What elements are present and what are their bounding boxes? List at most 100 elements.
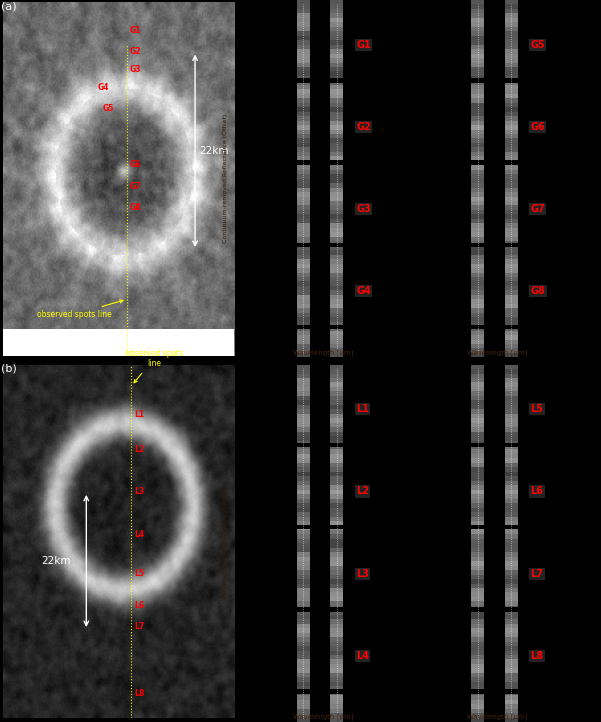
Bar — [505, 353, 517, 357]
Bar — [297, 458, 310, 463]
Bar — [505, 490, 517, 494]
Bar — [505, 339, 517, 344]
Bar — [297, 557, 310, 561]
Text: L4: L4 — [356, 651, 369, 661]
Bar — [297, 152, 310, 157]
Bar — [297, 331, 310, 335]
Bar — [331, 543, 343, 548]
Bar — [471, 526, 484, 530]
Bar — [297, 322, 310, 326]
Bar — [297, 277, 310, 282]
Bar — [331, 588, 343, 593]
Bar — [505, 325, 517, 329]
Bar — [505, 651, 517, 655]
Bar — [297, 53, 310, 58]
Bar — [331, 628, 343, 632]
Text: (a): (a) — [1, 1, 17, 12]
Bar — [331, 264, 343, 268]
Bar — [297, 201, 310, 206]
Bar — [297, 335, 310, 339]
Bar — [331, 565, 343, 570]
Bar — [331, 579, 343, 583]
Bar — [471, 331, 484, 335]
Bar — [297, 610, 310, 615]
Bar — [505, 40, 517, 45]
Text: G4: G4 — [356, 286, 371, 296]
Bar — [505, 450, 517, 454]
Bar — [297, 718, 310, 722]
Bar — [331, 78, 343, 82]
Bar — [471, 14, 484, 18]
Bar — [471, 94, 484, 98]
Bar — [331, 286, 343, 290]
Bar — [505, 94, 517, 98]
Text: G4: G4 — [98, 82, 109, 92]
Bar — [505, 690, 517, 694]
Bar — [331, 14, 343, 18]
Bar — [505, 499, 517, 503]
Bar — [331, 232, 343, 237]
Bar — [297, 414, 310, 418]
Bar — [505, 35, 517, 40]
Bar — [505, 655, 517, 659]
Bar — [297, 405, 310, 409]
Bar — [505, 147, 517, 152]
Bar — [505, 593, 517, 597]
Bar — [505, 183, 517, 188]
Bar — [331, 219, 343, 223]
Text: Band-removed Reflectance (Offset): Band-removed Reflectance (Offset) — [224, 488, 228, 599]
Bar — [331, 31, 343, 35]
Bar — [331, 53, 343, 58]
Bar — [471, 718, 484, 722]
Bar — [331, 147, 343, 152]
Bar — [331, 659, 343, 664]
Bar — [297, 45, 310, 49]
Bar — [297, 383, 310, 387]
Bar — [297, 418, 310, 422]
Bar — [471, 188, 484, 192]
Bar — [471, 58, 484, 63]
Bar — [331, 245, 343, 251]
Bar — [331, 259, 343, 264]
Bar — [505, 161, 517, 165]
Bar — [297, 472, 310, 477]
Bar — [331, 300, 343, 304]
Text: Continuum-removed Reflectance (Offset): Continuum-removed Reflectance (Offset) — [224, 114, 228, 243]
Bar — [505, 174, 517, 178]
Bar — [297, 4, 310, 9]
Bar — [331, 272, 343, 277]
Bar — [297, 669, 310, 673]
Bar — [297, 682, 310, 686]
Bar — [297, 503, 310, 508]
Bar — [505, 78, 517, 82]
Text: Wavelength [µm]: Wavelength [µm] — [293, 713, 353, 721]
Bar — [331, 80, 343, 85]
Bar — [331, 268, 343, 272]
Bar — [331, 134, 343, 139]
Bar — [297, 467, 310, 472]
Bar — [471, 339, 484, 344]
Bar — [297, 98, 310, 103]
Bar — [471, 282, 484, 286]
Bar — [297, 642, 310, 646]
Bar — [471, 606, 484, 610]
Bar — [471, 313, 484, 317]
Bar — [505, 134, 517, 139]
Bar — [471, 477, 484, 481]
Bar — [297, 22, 310, 27]
Bar — [505, 241, 517, 245]
Bar — [471, 255, 484, 259]
Bar — [331, 422, 343, 427]
Bar — [331, 63, 343, 67]
Bar — [471, 651, 484, 655]
Bar — [297, 325, 310, 329]
Bar — [471, 503, 484, 508]
Bar — [297, 63, 310, 67]
Bar — [471, 18, 484, 22]
Bar — [297, 9, 310, 14]
Bar — [505, 160, 517, 165]
Bar — [471, 103, 484, 107]
Bar — [331, 322, 343, 326]
Bar — [297, 400, 310, 405]
Bar — [505, 228, 517, 232]
